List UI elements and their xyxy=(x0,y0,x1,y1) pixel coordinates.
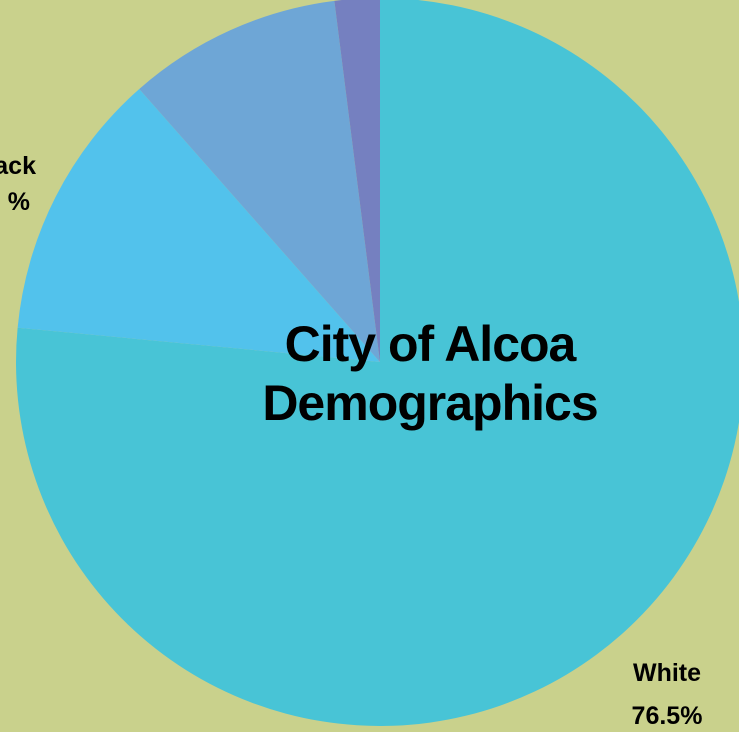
pie-slices xyxy=(16,0,739,726)
slice-label-black-value: % xyxy=(8,188,30,216)
chart-title: City of Alcoa Demographics xyxy=(262,316,598,431)
chart-title-line-2: Demographics xyxy=(262,375,597,431)
slice-label-white-name: White xyxy=(633,659,701,687)
slice-label-black-name: Black xyxy=(0,152,36,180)
pie-slice-3 xyxy=(139,0,380,363)
slice-labels: White 76.5% Black % xyxy=(0,152,702,730)
pie-slice-black xyxy=(17,88,381,363)
chart-title-line-1: City of Alcoa xyxy=(285,316,578,372)
pie-slice-white xyxy=(16,0,739,726)
pie-slice-4 xyxy=(334,0,380,362)
slice-label-white-value: 76.5% xyxy=(632,702,703,730)
